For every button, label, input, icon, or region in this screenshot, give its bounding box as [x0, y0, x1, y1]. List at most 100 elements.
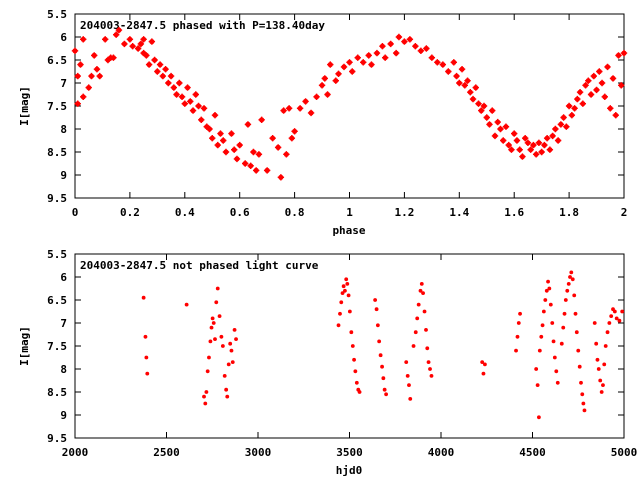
phased-data-point [505, 141, 512, 149]
phased-data-point [252, 167, 260, 174]
unphased-data-point [537, 415, 541, 420]
unphased-data-point [607, 321, 612, 325]
phased-y-axis-label: I[mag] [18, 86, 31, 126]
phased-data-point [140, 36, 147, 43]
phased-data-point [321, 75, 328, 82]
phased-data-point [327, 61, 334, 68]
phased-data-point [255, 151, 263, 158]
phased-data-point [151, 56, 158, 64]
phased-data-point [458, 66, 466, 73]
unphased-data-point [598, 378, 603, 383]
phased-data-point [502, 123, 510, 130]
phased-data-point [154, 68, 161, 75]
unphased-data-point [232, 328, 237, 332]
unphased-data-point [603, 344, 608, 348]
phased-data-point [77, 61, 84, 68]
unphased-x-tick-label: 4000 [428, 446, 455, 459]
phased-data-point [74, 72, 81, 80]
phased-data-point [576, 89, 584, 96]
phased-data-point [211, 112, 219, 119]
phased-data-point [557, 121, 565, 128]
phased-y-tick-label: 8 [60, 123, 67, 136]
phased-data-point [585, 77, 592, 84]
unphased-data-point [550, 321, 555, 325]
phased-data-point [137, 40, 145, 48]
phased-data-point [500, 137, 507, 144]
unphased-data-point [569, 270, 574, 275]
unphased-plot-frame [74, 253, 625, 439]
unphased-data-point [346, 293, 351, 298]
unphased-data-point [620, 309, 625, 314]
unphased-data-point [566, 282, 571, 286]
phased-plot-frame [74, 13, 625, 199]
phased-data-point [450, 59, 458, 66]
unphased-x-tick-label: 4500 [519, 446, 546, 459]
phased-data-point [263, 167, 271, 174]
unphased-data-point [559, 341, 564, 346]
phased-data-point [574, 95, 581, 103]
unphased-data-point [543, 298, 548, 302]
unphased-data-point [336, 323, 341, 328]
phased-data-point [511, 130, 518, 137]
phased-data-point [395, 33, 403, 41]
unphased-data-point [572, 293, 577, 298]
phased-data-point [200, 105, 208, 112]
unphased-data-point [514, 348, 518, 353]
unphased-data-point [411, 344, 416, 348]
unphased-data-point [535, 383, 540, 387]
unphased-data-point [226, 362, 231, 367]
phased-x-tick-label: 1.2 [394, 206, 414, 219]
phased-data-point [491, 132, 499, 140]
phased-data-point [335, 70, 342, 77]
phased-data-point [527, 146, 534, 153]
unphased-y-tick-label: 8 [60, 363, 67, 376]
unphased-data-point [419, 282, 424, 286]
phased-data-point [519, 153, 526, 160]
unphased-data-point [546, 279, 550, 284]
unphased-data-point [480, 360, 485, 364]
unphased-data-point [577, 364, 582, 369]
phased-data-point [110, 54, 117, 61]
phased-data-point [288, 135, 296, 142]
unphased-data-point [381, 376, 386, 381]
unphased-data-point [429, 374, 434, 378]
unphased-data-point [209, 325, 214, 330]
phased-data-point [469, 95, 477, 103]
phased-data-point [228, 130, 235, 137]
phased-data-point [277, 174, 285, 181]
phased-data-point [571, 105, 578, 112]
unphased-data-point [229, 348, 234, 353]
unphased-data-point [225, 394, 230, 399]
phased-data-point [368, 61, 375, 68]
unphased-data-point [377, 339, 382, 344]
phased-data-point [428, 54, 436, 61]
unphased-data-point [141, 295, 146, 300]
phased-data-point [93, 66, 101, 73]
phased-data-point [381, 54, 389, 61]
phased-data-point [302, 98, 309, 105]
phased-data-point [71, 47, 79, 54]
unphased-data-point [544, 288, 549, 293]
unphased-data-point [345, 282, 350, 286]
phased-data-point [461, 82, 468, 89]
phased-x-tick-label: 0.2 [120, 206, 140, 219]
phased-data-point [231, 146, 238, 153]
unphased-data-point [565, 288, 570, 293]
phased-x-tick-label: 1.6 [504, 206, 524, 219]
phased-data-point [159, 72, 167, 80]
unphased-data-point [428, 367, 432, 371]
phased-data-point [318, 82, 326, 89]
unphased-data-point [554, 369, 559, 374]
phased-data-point [80, 93, 87, 100]
unphased-data-point [353, 369, 358, 374]
unphased-data-point [352, 357, 356, 362]
phased-data-point [609, 75, 617, 82]
unphased-data-point [219, 334, 224, 339]
unphased-data-point [570, 277, 575, 282]
unphased-data-point [215, 286, 220, 291]
phased-data-point [222, 148, 230, 156]
phased-data-point [615, 52, 622, 59]
unphased-data-point [344, 277, 349, 282]
unphased-data-point [357, 390, 362, 394]
unphased-data-point [515, 334, 520, 339]
